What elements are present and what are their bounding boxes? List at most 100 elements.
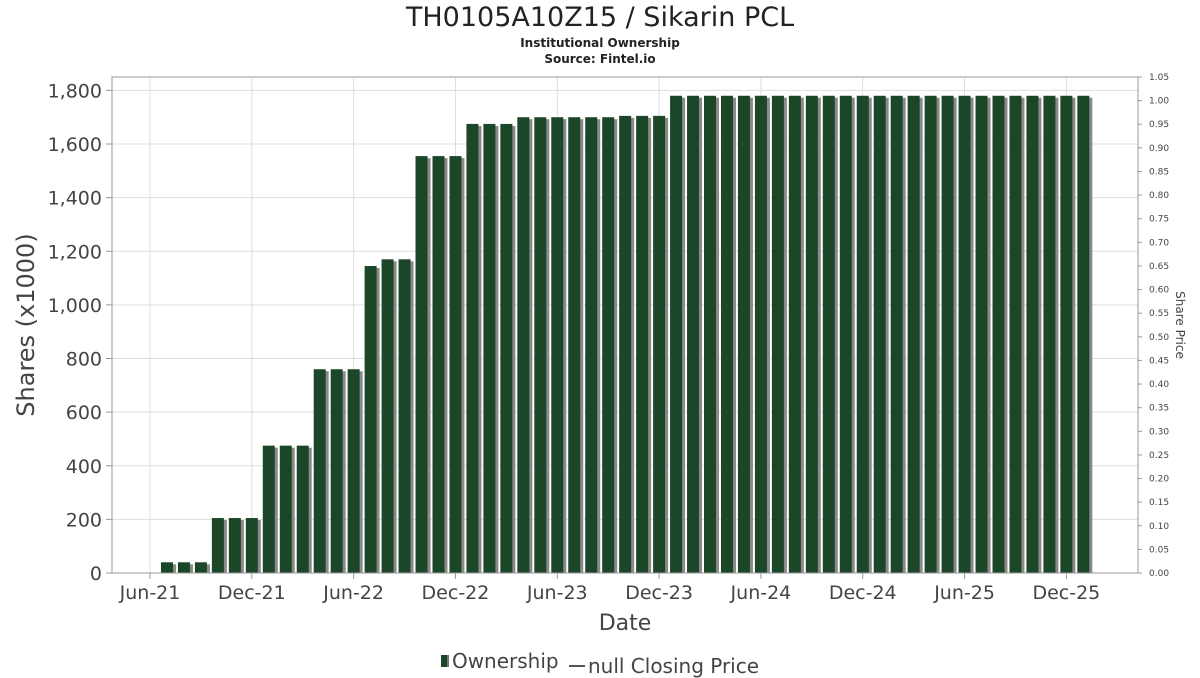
ownership-bar <box>228 518 241 573</box>
ownership-chart: 0 200 400 600 800 1,000 1,200 1,400 1,600 1,800 0… <box>12 73 1187 636</box>
y2-tick-label: 0.65 <box>1149 262 1169 272</box>
ownership-bar <box>398 259 411 573</box>
y-axis: 0 200 400 600 800 1,000 1,200 1,400 1,600 1,800 <box>48 80 112 585</box>
ownership-bar <box>687 95 700 573</box>
y2-tick-label: 0.75 <box>1149 215 1169 225</box>
y2-tick-label: 0.45 <box>1149 356 1169 366</box>
x-tick-label: Dec-21 <box>218 582 286 604</box>
chart-subtitle: Institutional Ownership <box>520 36 680 50</box>
ownership-bar <box>1077 95 1090 573</box>
legend-price-label: null Closing Price <box>587 654 760 678</box>
y2-tick-label: 0.70 <box>1149 238 1169 248</box>
chart-source: Source: Fintel.io <box>544 52 656 66</box>
y-tick-label: 1,000 <box>48 295 102 317</box>
ownership-bar <box>754 95 767 573</box>
ownership-swatch-icon <box>440 655 449 667</box>
x-tick-label: Dec-22 <box>422 582 490 604</box>
legend-item-price: null Closing Price <box>565 654 759 678</box>
ownership-bar <box>1026 95 1039 573</box>
ownership-bar <box>517 117 530 573</box>
legend-item-ownership: Ownership <box>440 649 559 673</box>
y2-tick-label: 0.10 <box>1149 522 1169 532</box>
x-axis-label: Date <box>599 611 652 636</box>
y2-tick-label: 1.00 <box>1149 97 1169 107</box>
ownership-bar <box>619 115 632 574</box>
x-tick-label: Jun-24 <box>730 582 792 604</box>
x-tick-label: Dec-24 <box>829 582 897 604</box>
ownership-bar <box>568 117 581 573</box>
ownership-bar <box>856 95 869 573</box>
plot-frame <box>111 76 1139 574</box>
ownership-bar <box>771 95 784 573</box>
ownership-bar <box>839 95 852 573</box>
ownership-bar <box>924 95 937 573</box>
ownership-bar <box>160 562 173 573</box>
y2-tick-label: 0.80 <box>1149 191 1169 201</box>
ownership-bar <box>347 369 360 573</box>
ownership-bar <box>432 156 445 573</box>
y2-tick-label: 0.00 <box>1149 569 1169 579</box>
ownership-bar <box>296 445 309 573</box>
bars <box>160 95 1093 574</box>
ownership-bar <box>551 117 564 573</box>
x-axis: Jun-21 Dec-21 Jun-22 Dec-22 Jun-23 Dec-23 Jun-… <box>119 573 1100 604</box>
ownership-bar <box>975 95 988 573</box>
ownership-bar <box>992 95 1005 573</box>
y2-tick-label: 0.25 <box>1149 451 1169 461</box>
ownership-bar <box>279 445 292 573</box>
y2-tick-label: 0.60 <box>1149 286 1169 296</box>
ownership-bar <box>177 562 190 573</box>
ownership-bar <box>670 95 683 573</box>
ownership-bar <box>585 117 598 573</box>
ownership-bar <box>415 156 428 573</box>
y2-tick-label: 0.90 <box>1149 144 1169 154</box>
y-tick-label: 200 <box>66 509 102 531</box>
ownership-bar <box>449 156 462 573</box>
x-tick-label: Jun-22 <box>322 582 384 604</box>
x-tick-label: Jun-25 <box>933 582 995 604</box>
ownership-bar <box>737 95 750 573</box>
ownership-bar <box>483 123 496 574</box>
y2-tick-label: 0.35 <box>1149 404 1169 414</box>
ownership-bar <box>805 95 818 573</box>
y2-tick-label: 0.50 <box>1149 333 1169 343</box>
ownership-bar <box>211 518 224 573</box>
ownership-bar <box>720 95 733 573</box>
y2-tick-label: 0.30 <box>1149 427 1169 437</box>
ownership-bar <box>330 369 343 573</box>
ownership-bar <box>907 95 920 573</box>
legend: Ownership null Closing Price <box>0 648 1200 678</box>
y2-tick-label: 0.05 <box>1149 545 1169 555</box>
ownership-bar <box>500 123 513 574</box>
y2-tick-label: 0.85 <box>1149 167 1169 177</box>
y-tick-label: 400 <box>66 456 102 478</box>
y2-axis-label: Share Price <box>1173 291 1187 359</box>
y-tick-label: 1,200 <box>48 241 102 263</box>
y-tick-label: 600 <box>66 402 102 424</box>
ownership-bar <box>364 266 377 573</box>
y2-tick-label: 1.05 <box>1149 73 1169 83</box>
ownership-bar <box>873 95 886 573</box>
y-axis-label: Shares (x1000) <box>12 233 40 416</box>
ownership-bar <box>1009 95 1022 573</box>
ownership-bar <box>534 117 547 573</box>
x-tick-label: Dec-23 <box>625 582 693 604</box>
ownership-bar <box>602 117 615 573</box>
y-tick-label: 800 <box>66 349 102 371</box>
y-tick-label: 1,400 <box>48 188 102 210</box>
x-tick-label: Dec-25 <box>1032 582 1100 604</box>
ownership-bar <box>704 95 717 573</box>
ownership-bar <box>194 562 207 573</box>
chart-title: TH0105A10Z15 / Sikarin PCL <box>405 2 795 33</box>
y-tick-label: 1,600 <box>48 134 102 156</box>
y2-tick-label: 0.20 <box>1149 475 1169 485</box>
y2-axis: 0.00 0.05 0.10 0.15 0.20 0.25 0.30 0.35 0.40 0.45… <box>1138 73 1169 579</box>
legend-ownership-label: Ownership <box>451 649 559 673</box>
ownership-bar <box>822 95 835 573</box>
ownership-bar <box>958 95 971 573</box>
y2-tick-label: 0.15 <box>1149 498 1169 508</box>
x-tick-label: Jun-21 <box>119 582 181 604</box>
ownership-bar <box>788 95 801 573</box>
y2-tick-label: 0.95 <box>1149 120 1169 130</box>
ownership-bar <box>245 518 258 573</box>
